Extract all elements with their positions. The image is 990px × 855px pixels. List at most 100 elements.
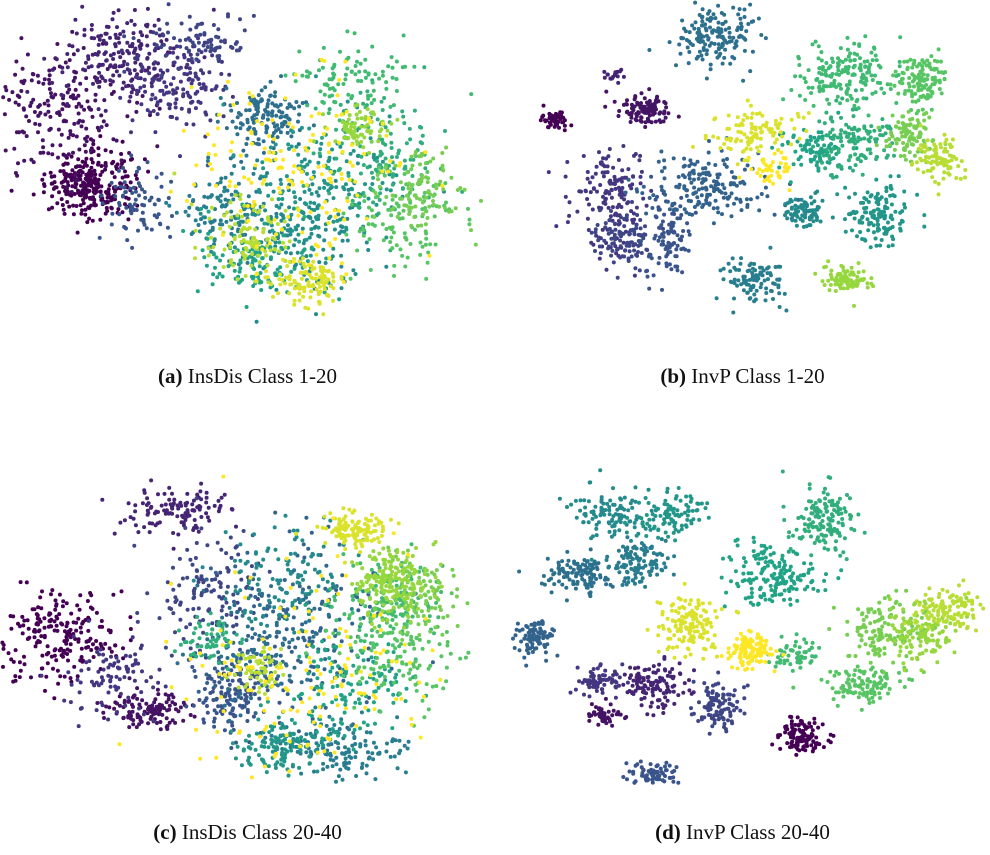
scatter-point bbox=[937, 87, 942, 91]
scatter-point bbox=[122, 59, 127, 64]
scatter-point bbox=[819, 87, 824, 92]
scatter-point bbox=[110, 17, 115, 22]
scatter-point bbox=[685, 221, 690, 226]
scatter-point bbox=[308, 295, 313, 300]
scatter-point bbox=[211, 245, 216, 249]
scatter-point bbox=[95, 185, 100, 190]
scatter-point bbox=[803, 200, 808, 205]
scatter-point bbox=[817, 119, 822, 124]
scatter-point bbox=[260, 98, 264, 103]
scatter-point bbox=[667, 207, 672, 212]
scatter-point bbox=[873, 73, 877, 78]
scatter-point bbox=[300, 270, 305, 275]
scatter-point bbox=[70, 184, 75, 189]
scatter-point bbox=[709, 184, 714, 189]
scatter-point bbox=[167, 203, 172, 208]
scatter-point bbox=[140, 33, 145, 38]
scatter-point bbox=[643, 120, 648, 125]
scatter-point bbox=[766, 265, 771, 270]
scatter-point bbox=[595, 223, 600, 227]
scatter-point bbox=[270, 228, 275, 233]
scatter-point bbox=[37, 122, 42, 127]
scatter-point bbox=[48, 624, 53, 629]
scatter-point bbox=[922, 143, 927, 147]
scatter-point bbox=[601, 194, 605, 199]
scatter-point bbox=[380, 222, 385, 227]
scatter-point bbox=[321, 164, 326, 168]
scatter-point bbox=[424, 231, 429, 236]
scatter-point bbox=[398, 247, 403, 252]
scatter-point bbox=[63, 189, 67, 194]
scatter-point bbox=[45, 98, 50, 103]
scatter-point bbox=[81, 180, 86, 185]
scatter-point bbox=[206, 151, 211, 156]
scatter-point bbox=[345, 216, 350, 221]
cluster-class-17 bbox=[813, 259, 876, 308]
scatter-point bbox=[930, 82, 935, 87]
scatter-point bbox=[695, 30, 700, 35]
scatter-point bbox=[195, 52, 200, 57]
scatter-point bbox=[387, 225, 392, 230]
scatter-point bbox=[375, 117, 380, 122]
scatter-point bbox=[268, 145, 273, 150]
scatter-point bbox=[853, 163, 858, 168]
scatter-point bbox=[838, 82, 843, 87]
scatter-point bbox=[605, 72, 610, 77]
scatter-point bbox=[114, 69, 119, 74]
scatter-point bbox=[820, 160, 824, 165]
scatter-point bbox=[320, 269, 325, 274]
scatter-point bbox=[656, 159, 661, 164]
scatter-point bbox=[736, 278, 741, 283]
scatter-point bbox=[128, 180, 133, 185]
scatter-point bbox=[99, 74, 104, 79]
scatter-point bbox=[270, 197, 274, 202]
scatter-point bbox=[104, 206, 109, 210]
scatter-point bbox=[114, 164, 119, 169]
scatter-point bbox=[870, 91, 875, 96]
scatter-point bbox=[94, 610, 99, 615]
scatter-point bbox=[655, 94, 660, 99]
scatter-point bbox=[79, 646, 84, 651]
scatter-point bbox=[384, 80, 389, 85]
scatter-point bbox=[365, 107, 370, 112]
scatter-point bbox=[100, 624, 105, 629]
scatter-point bbox=[274, 287, 279, 292]
scatter-point bbox=[563, 194, 568, 199]
scatter-point bbox=[626, 200, 631, 205]
scatter-point bbox=[302, 214, 307, 219]
scatter-point bbox=[156, 17, 161, 22]
scatter-point bbox=[359, 116, 364, 121]
scatter-point bbox=[270, 113, 275, 118]
scatter-point bbox=[268, 79, 273, 84]
scatter-point bbox=[279, 74, 283, 79]
scatter-point bbox=[911, 62, 916, 67]
scatter-point bbox=[89, 203, 93, 208]
scatter-point bbox=[65, 52, 70, 56]
scatter-point bbox=[746, 155, 751, 160]
scatter-point bbox=[746, 22, 751, 26]
scatter-point bbox=[304, 183, 309, 188]
scatter-point bbox=[884, 144, 889, 149]
scatter-point bbox=[42, 77, 47, 82]
scatter-point bbox=[328, 176, 333, 181]
scatter-point bbox=[224, 86, 229, 91]
scatter-point bbox=[262, 146, 267, 151]
scatter-point bbox=[353, 121, 357, 126]
scatter-point bbox=[701, 48, 706, 52]
scatter-point bbox=[196, 77, 201, 81]
scatter-point bbox=[277, 186, 281, 191]
scatter-point bbox=[287, 277, 292, 282]
scatter-point bbox=[47, 77, 51, 82]
scatter-point bbox=[81, 46, 86, 50]
scatter-point bbox=[431, 202, 436, 207]
scatter-point bbox=[407, 205, 412, 210]
scatter-point bbox=[47, 68, 52, 73]
scatter-point bbox=[778, 264, 783, 269]
scatter-point bbox=[868, 210, 873, 215]
scatter-point bbox=[734, 123, 739, 128]
scatter-point bbox=[752, 292, 757, 297]
scatter-point bbox=[438, 179, 443, 184]
scatter-point bbox=[218, 199, 223, 204]
scatter-point bbox=[175, 86, 180, 91]
scatter-point bbox=[366, 196, 371, 201]
